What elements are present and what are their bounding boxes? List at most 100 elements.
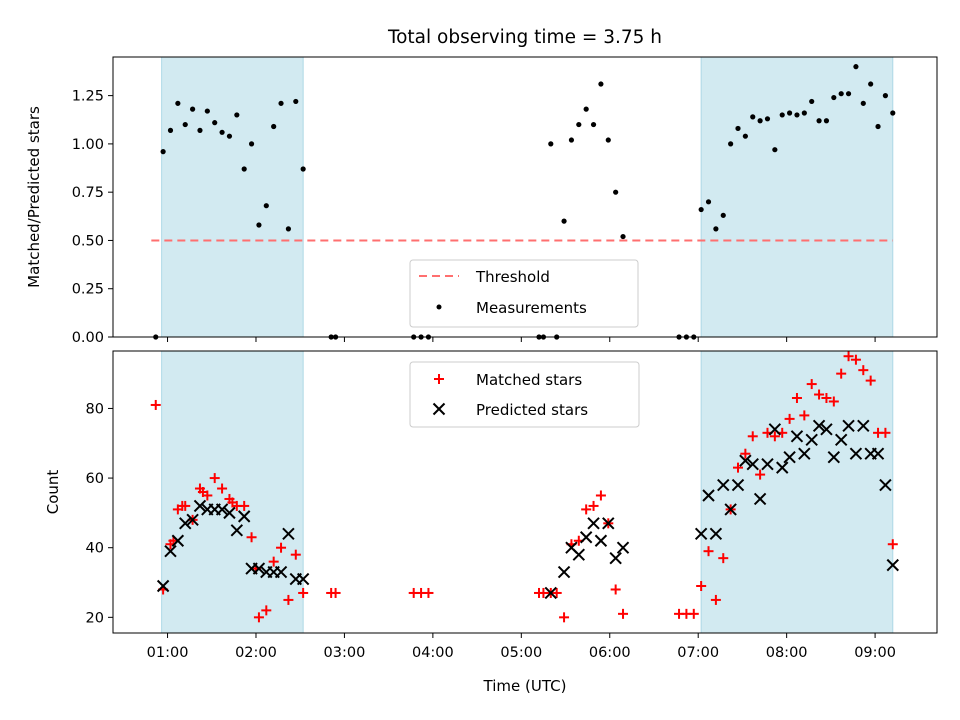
measurement-point xyxy=(735,125,741,132)
x-tick-label: 02:00 xyxy=(235,645,277,661)
measurement-point xyxy=(278,100,284,106)
top-legend: Threshold Measurements xyxy=(409,259,639,328)
predicted-star-point-b xyxy=(252,562,266,575)
predicted-star-point xyxy=(776,461,789,474)
x-axis-label: Time (UTC) xyxy=(483,677,567,695)
legend-plus xyxy=(434,374,444,384)
measurement-point xyxy=(720,212,726,218)
matched-star-point xyxy=(595,490,606,501)
measurement-point xyxy=(620,233,626,240)
measurement-point xyxy=(219,129,225,135)
measurement-point xyxy=(234,112,240,118)
predicted-star-point-b xyxy=(572,548,586,561)
y-tick: 0.50 xyxy=(72,233,113,249)
predicted-star-point xyxy=(587,517,600,530)
matched-star-point xyxy=(799,410,810,421)
predicted-star-point-b xyxy=(296,572,310,586)
predicted-star-point-b xyxy=(565,541,578,554)
matched-star-point xyxy=(253,612,264,623)
x-tick-label: 08:00 xyxy=(766,645,808,661)
predicted-star-point-b xyxy=(753,492,767,506)
measurement-point xyxy=(576,121,582,128)
legend-predicted-stars-label: Predicted stars xyxy=(476,401,588,419)
matched-star-point xyxy=(843,351,854,362)
legend-matched-stars-label: Matched stars xyxy=(476,371,582,389)
predicted-star-point-b xyxy=(609,551,622,565)
matched-star-point xyxy=(276,542,287,553)
matched-star-point xyxy=(740,448,751,459)
matched-star-point xyxy=(703,546,714,557)
matched-star-point xyxy=(821,393,832,403)
measurement-point xyxy=(757,118,763,124)
x-tick-label: 09:00 xyxy=(854,645,896,661)
matched-star-point xyxy=(180,500,191,511)
predicted-star-point xyxy=(179,517,192,530)
matched-star-point xyxy=(747,431,758,442)
predicted-star-point xyxy=(805,433,818,446)
x-tick-label: 05:00 xyxy=(500,645,542,661)
predicted-star-point xyxy=(709,527,723,540)
predicted-star-point xyxy=(252,562,266,575)
x-tick: 07:00 xyxy=(677,633,719,661)
matched-star-point xyxy=(814,389,825,400)
y-tick: 0.00 xyxy=(72,330,113,346)
predicted-star-point-b xyxy=(709,527,723,540)
measurement-point xyxy=(742,133,748,139)
measurement-point xyxy=(189,106,196,112)
predicted-star-point xyxy=(768,423,782,436)
x-tick-label: 03:00 xyxy=(324,645,366,661)
measurement-point xyxy=(890,110,896,116)
y-tick: 1.00 xyxy=(72,137,113,153)
measurement-point xyxy=(786,110,793,116)
predicted-star-point-b xyxy=(857,419,870,433)
matched-star-point xyxy=(880,427,891,438)
matched-star-point xyxy=(298,587,309,598)
predicted-star-point-b xyxy=(193,499,207,513)
predicted-star-point xyxy=(223,506,236,520)
y-tick-label: 0.50 xyxy=(72,233,104,249)
measurement-point xyxy=(875,123,881,130)
predicted-star-point-b xyxy=(156,579,170,593)
predicted-star-point-b xyxy=(724,503,737,516)
predicted-star-point xyxy=(731,478,745,492)
predicted-star-point xyxy=(544,586,558,600)
x-tick: 09:00 xyxy=(854,633,896,661)
measurement-point xyxy=(831,94,837,101)
matched-star-point xyxy=(202,490,213,501)
predicted-star-point-b xyxy=(544,586,558,600)
predicted-star-point-b xyxy=(694,527,708,540)
measurement-point xyxy=(300,166,306,172)
predicted-star-point-b xyxy=(594,534,608,547)
predicted-star-point-b xyxy=(274,565,288,579)
top-axes-frame xyxy=(112,56,938,338)
measurement-point xyxy=(226,133,233,139)
y-tick-label: 0.00 xyxy=(72,330,104,346)
measurement-point xyxy=(713,226,719,232)
legend-measurements-swatch xyxy=(436,304,442,310)
predicted-star-point xyxy=(557,565,571,579)
matched-star-point xyxy=(268,556,279,567)
predicted-stars-series xyxy=(156,419,899,600)
predicted-star-point xyxy=(761,457,774,471)
measurement-point xyxy=(263,203,269,209)
predicted-star-point-b xyxy=(849,447,863,460)
predicted-star-point xyxy=(886,558,899,572)
legend-measurements-label: Measurements xyxy=(476,299,587,317)
measurement-point xyxy=(175,100,181,106)
predicted-star-point xyxy=(274,565,288,579)
predicted-star-point xyxy=(753,492,767,506)
measurement-point xyxy=(705,199,712,205)
top-y-axis-label: Matched/Predicted stars xyxy=(25,106,43,288)
matched-star-point xyxy=(618,608,629,619)
matched-star-point xyxy=(710,594,721,605)
matched-star-point xyxy=(887,539,898,550)
measurement-point xyxy=(838,91,844,97)
measurement-point xyxy=(271,123,277,130)
predicted-star-point-b xyxy=(746,457,759,471)
y-tick: 80 xyxy=(86,401,113,417)
matched-star-point xyxy=(850,354,861,365)
y-tick: 60 xyxy=(86,471,113,487)
predicted-star-point-b xyxy=(731,478,745,492)
predicted-star-point xyxy=(609,551,622,565)
